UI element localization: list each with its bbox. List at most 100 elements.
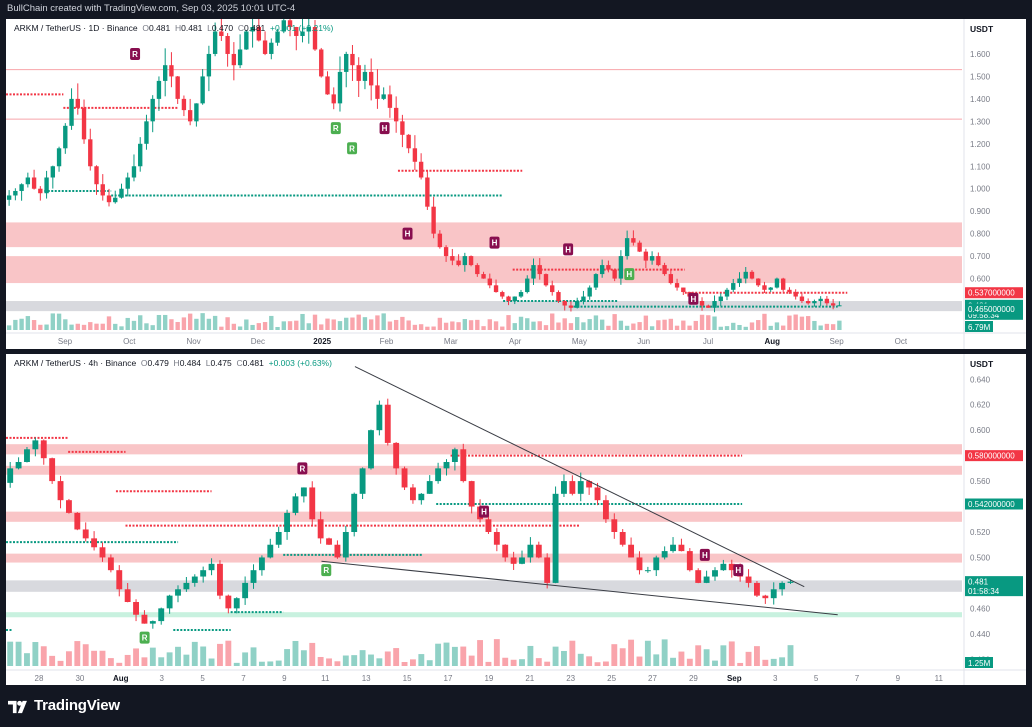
volume-bar — [56, 313, 62, 330]
volume-bar — [456, 322, 461, 330]
volume-bar — [443, 322, 449, 330]
candle-body — [506, 296, 511, 302]
candle-body — [644, 570, 651, 572]
candle-body — [628, 544, 635, 558]
candle-body — [818, 298, 823, 302]
candle-body — [225, 35, 230, 54]
volume-bar — [331, 319, 336, 330]
candle-body — [718, 296, 723, 302]
price-tick-label: 0.600 — [970, 426, 991, 435]
volume-bar — [481, 326, 486, 330]
candle-body — [94, 166, 99, 185]
candle-body — [768, 287, 773, 290]
volume-bar — [384, 651, 391, 666]
time-tick-label: Aug — [765, 337, 781, 346]
volume-bar — [306, 323, 311, 330]
time-tick-label: Nov — [186, 337, 200, 346]
volume-bar — [309, 642, 316, 666]
volume-bar — [418, 654, 425, 666]
candle-body — [412, 148, 418, 162]
candle-body — [543, 274, 549, 286]
candle-body — [519, 557, 525, 564]
volume-bar — [267, 661, 274, 666]
signal-marker-label: R — [349, 144, 355, 153]
support-zone — [6, 580, 962, 592]
candle-body — [206, 53, 212, 77]
candle-body — [527, 544, 534, 558]
4h-high: 0.484 — [179, 358, 201, 368]
candle-body — [74, 512, 81, 530]
candle-body — [550, 285, 555, 293]
candle-body — [356, 65, 361, 81]
candle-body — [231, 53, 237, 66]
volume-bar — [7, 641, 14, 666]
currency-label: USDT — [970, 24, 994, 34]
volume-bar — [637, 322, 642, 330]
volume-bar — [737, 324, 742, 330]
candle-body — [593, 274, 599, 288]
price-level-badge — [965, 576, 1023, 597]
candle-body — [342, 532, 349, 558]
candle-body — [612, 269, 617, 279]
volume-bar — [535, 658, 542, 666]
volume-bar — [200, 646, 207, 666]
volume-bar — [100, 323, 105, 330]
volume-bar — [805, 316, 811, 330]
4h-chart[interactable]: RRRHHHUSDT0.6400.6200.6000.5800.5600.540… — [6, 354, 1026, 685]
daily-low: 0.470 — [211, 23, 234, 33]
volume-bar — [88, 322, 93, 330]
trendline — [354, 366, 805, 588]
signal-marker-label: R — [299, 464, 305, 473]
volume-bar — [281, 321, 286, 330]
volume-bar — [531, 321, 536, 330]
volume-bar — [661, 639, 668, 666]
volume-bar — [393, 319, 399, 330]
volume-bar — [594, 662, 601, 666]
candle-body — [393, 107, 399, 122]
candle-body — [337, 71, 343, 104]
volume-bar — [242, 652, 249, 666]
daily-chart-panel[interactable]: R R R H H H H H H USDT 1.600 1.500 1.400 1.300 1.200 1.… — [6, 19, 1026, 349]
candle-body — [183, 582, 190, 590]
volume-bar — [418, 324, 424, 330]
time-tick-label: 9 — [896, 674, 901, 683]
candle-body — [225, 595, 232, 609]
volume-bar — [368, 654, 374, 666]
candle-body — [65, 500, 72, 513]
price-level-label: 0.537000000 — [968, 289, 1015, 298]
candle-body — [787, 581, 794, 583]
tradingview-brand[interactable]: TradingView — [34, 697, 120, 714]
volume-bar — [643, 315, 649, 330]
signal-marker: R — [347, 142, 358, 155]
volume-bar — [762, 313, 767, 330]
candle-body — [237, 49, 243, 66]
candle-body — [144, 121, 149, 144]
tradingview-logo-icon[interactable] — [8, 698, 30, 716]
signal-marker-box — [139, 631, 150, 644]
volume-bar — [113, 323, 118, 330]
daily-chart[interactable]: R R R H H H H H H USDT 1.600 1.500 1.400 1.300 1.200 1.… — [6, 19, 1026, 349]
time-tick-label: 5 — [200, 674, 205, 683]
volume-bar — [586, 656, 593, 666]
4h-chart-panel[interactable]: RRRHHHUSDT0.6400.6200.6000.5800.5600.540… — [6, 354, 1026, 685]
volume-bar — [40, 646, 47, 666]
signal-marker: R — [321, 564, 332, 577]
price-level-label: 0.580000000 — [968, 452, 1015, 461]
time-tick-label: 7 — [855, 674, 860, 683]
volume-bar — [183, 654, 190, 666]
volume-bar — [393, 648, 400, 666]
4h-open: 0.479 — [147, 358, 169, 368]
candle-body — [468, 256, 474, 266]
signal-marker-box — [321, 564, 332, 577]
price-tick-label: 1.200 — [970, 140, 991, 149]
volume-bar — [74, 641, 81, 666]
candle-body — [437, 233, 443, 248]
candle-body — [219, 31, 224, 36]
volume-bar — [208, 658, 215, 666]
volume-bar — [670, 657, 676, 666]
4h-symbol: ARKM / TetherUS · 4h · Binance — [14, 358, 137, 368]
candle-body — [418, 161, 424, 178]
price-level-badge — [965, 303, 1023, 315]
candle-body — [662, 265, 667, 275]
candle-body — [40, 440, 47, 459]
